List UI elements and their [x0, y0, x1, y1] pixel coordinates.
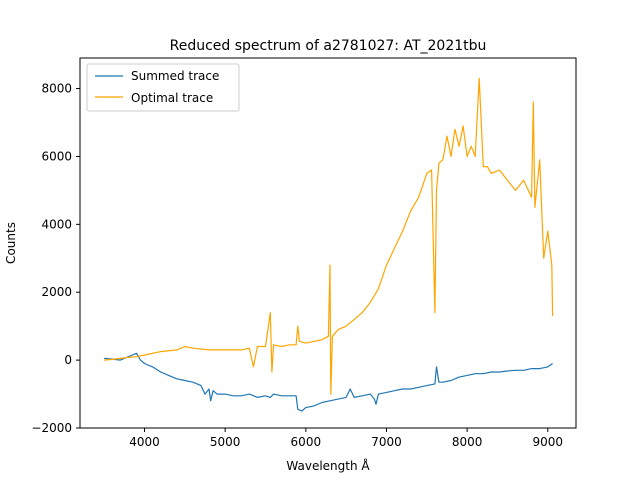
y-axis: −2000 0 2000 4000 6000 8000	[31, 82, 80, 435]
y-tick-label: 6000	[41, 149, 72, 163]
chart-title: Reduced spectrum of a2781027: AT_2021tbu	[170, 38, 487, 54]
legend-box	[86, 63, 240, 112]
x-tick-label: 9000	[532, 435, 563, 449]
legend: Summed trace Optimal trace	[86, 63, 240, 112]
y-tick-label: 4000	[41, 217, 72, 231]
series-layer	[104, 77, 554, 412]
x-axis-label: Wavelength Å	[286, 458, 370, 473]
x-tick-label: 8000	[452, 435, 483, 449]
x-tick-label: 7000	[371, 435, 402, 449]
legend-label-summed: Summed trace	[131, 69, 219, 83]
x-tick-label: 5000	[210, 435, 241, 449]
y-tick-label: −2000	[31, 421, 72, 435]
x-axis: 4000 5000 6000 7000 8000 9000	[129, 428, 563, 449]
x-tick-label: 6000	[291, 435, 322, 449]
x-tick-label: 4000	[129, 435, 160, 449]
y-tick-label: 2000	[41, 285, 72, 299]
y-tick-label: 0	[64, 353, 72, 367]
axes-border	[79, 57, 577, 429]
optimal-trace-line	[104, 77, 554, 395]
plot-frame	[80, 58, 576, 428]
plot-area	[79, 57, 577, 429]
summed-trace-line	[104, 352, 553, 412]
y-tick-label: 8000	[41, 82, 72, 96]
y-axis-label: Counts	[4, 222, 18, 264]
legend-label-optimal: Optimal trace	[131, 91, 213, 105]
